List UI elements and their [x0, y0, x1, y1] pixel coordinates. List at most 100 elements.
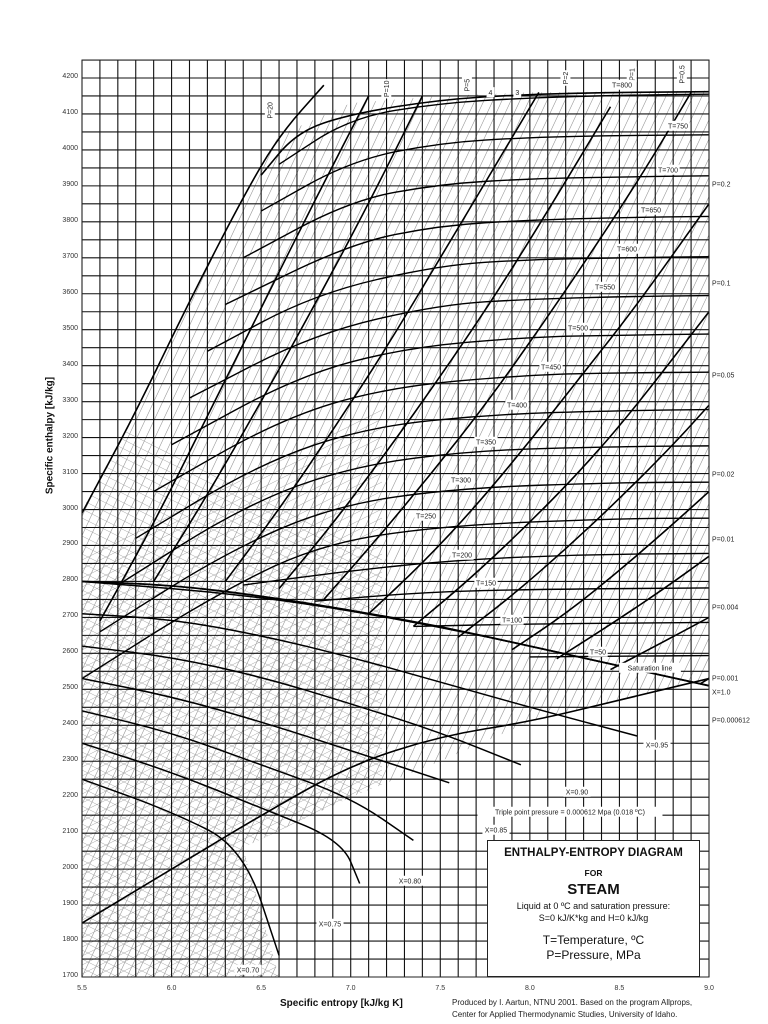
- svg-text:T=350: T=350: [476, 439, 496, 446]
- isobar-P=2: [224, 91, 540, 582]
- temperature-label: T=700: [656, 164, 680, 175]
- property-curves: [82, 84, 709, 956]
- credit-line2: Center for Applied Thermodynamic Studies…: [452, 1010, 678, 1019]
- x-tick-label: 8.0: [524, 985, 535, 992]
- pressure-label-right: P=0.1: [712, 280, 731, 287]
- quality-label: X=0.90: [563, 786, 591, 797]
- y-tick-label: 3100: [62, 468, 78, 476]
- pressure-label: P=2: [560, 70, 571, 86]
- temperature-label: T=250: [414, 510, 438, 521]
- y-tick-label: 3700: [62, 252, 78, 260]
- hatch-line: [0, 60, 35, 977]
- svg-text:Triple point pressure = 0.0006: Triple point pressure = 0.000612 Mpa (0.…: [495, 809, 645, 816]
- temperature-label: T=550: [593, 281, 617, 292]
- hatch-line: [82, 60, 315, 556]
- isotherm-T=350: [117, 445, 709, 586]
- svg-text:P=20: P=20: [268, 102, 275, 119]
- x-tick-label: 6.5: [256, 985, 267, 992]
- y-tick-label: 3000: [62, 504, 78, 512]
- hatch-line: [82, 60, 342, 614]
- isotherm-T=500: [171, 333, 709, 446]
- isobar-P=0.004: [610, 616, 709, 671]
- svg-text:P=0.1: P=0.1: [712, 280, 731, 287]
- hatch-line: [198, 60, 630, 977]
- pressure-label-right: P=0.004: [712, 604, 738, 611]
- unshaded-region: [82, 60, 709, 510]
- hatch-line-wet: [82, 895, 245, 977]
- temperature-label: T=600: [615, 243, 639, 254]
- svg-text:P=0.001: P=0.001: [712, 675, 738, 682]
- temperature-label: T=450: [539, 361, 563, 372]
- svg-text:P=1: P=1: [629, 68, 636, 81]
- x-tick-label: 9.0: [704, 985, 714, 992]
- isotherm-T=600: [207, 256, 709, 352]
- pressure-label-right: X=1.0: [712, 689, 731, 696]
- svg-text:T=200: T=200: [452, 552, 472, 559]
- pressure-label: 4: [486, 87, 495, 98]
- isotherm-T=150: [314, 587, 709, 602]
- hatch-line-wet: [82, 580, 383, 732]
- quality-label: X=0.80: [396, 875, 424, 886]
- temperature-label: T=800: [610, 79, 634, 90]
- y-tick-label: 1900: [62, 900, 78, 908]
- quality-label: X=0.85: [482, 824, 510, 835]
- reference-state-line1: Liquid at 0 ºC and saturation pressure:: [516, 901, 671, 911]
- quality-label: X=0.75: [316, 918, 344, 929]
- temperature-label: T=350: [474, 436, 498, 447]
- reference-state-line2: S=0 kJ/K*kg and H=0 kJ/kg: [538, 913, 649, 923]
- hatch-line-wet: [82, 454, 383, 606]
- x-axis-label: Specific entropy [kJ/kg K]: [280, 998, 403, 1009]
- x-tick-label: 8.5: [614, 985, 625, 992]
- hatch-line: [721, 60, 768, 977]
- svg-text:T=450: T=450: [541, 364, 561, 371]
- hatch-line: [82, 60, 360, 652]
- pressure-label-right: P=0.05: [712, 372, 734, 379]
- hatch-line-wet: [82, 490, 383, 642]
- isobar-P=0.1: [412, 311, 709, 628]
- pressure-label: P=1: [626, 66, 637, 83]
- temperature-label: T=50: [588, 646, 608, 657]
- hatch-line-wet: [82, 607, 383, 759]
- isotherm-T=400: [135, 408, 709, 539]
- y-tick-label: 1800: [62, 936, 78, 944]
- isotherm-T=450: [153, 371, 709, 493]
- quality-line-X=0.90: [82, 645, 522, 766]
- svg-text:X=0.75: X=0.75: [319, 921, 341, 928]
- svg-text:P=0.2: P=0.2: [712, 181, 731, 188]
- isotherm-T=200: [243, 552, 709, 586]
- svg-text:T=600: T=600: [617, 246, 637, 253]
- hatch-line-wet: [82, 616, 383, 768]
- quality-label: X=0.70: [234, 964, 262, 975]
- svg-text:T=550: T=550: [595, 284, 615, 291]
- hatch-line-wet: [82, 877, 281, 977]
- triple-point-label: Triple point pressure = 0.000612 Mpa (0.…: [477, 806, 663, 817]
- hatch-line: [82, 60, 324, 575]
- x-tick-label: 6.0: [166, 985, 177, 992]
- isobar-P=20: [82, 84, 325, 514]
- y-tick-label: 2900: [62, 540, 78, 548]
- pressure-label-right: P=0.000612: [712, 717, 750, 724]
- isobar-P=1: [278, 106, 612, 590]
- svg-text:X=0.90: X=0.90: [566, 789, 588, 796]
- y-tick-label: 4200: [62, 73, 78, 80]
- y-tick-label: 4000: [62, 144, 78, 152]
- hatch-line: [82, 60, 432, 805]
- diagram-title: ENTHALPY-ENTROPY DIAGRAM: [504, 847, 683, 859]
- hatch-line-wet: [82, 571, 383, 723]
- y-tick-label: 2700: [62, 612, 78, 620]
- hatch-line: [739, 60, 768, 977]
- hatch-line-wet: [82, 652, 383, 804]
- svg-text:P=0.5: P=0.5: [680, 65, 687, 84]
- svg-text:P=0.02: P=0.02: [712, 471, 734, 478]
- hatch-line-wet: [82, 913, 209, 977]
- svg-text:4: 4: [488, 90, 492, 97]
- y-tick-label: 3200: [62, 432, 78, 440]
- y-tick-label: 3800: [62, 216, 78, 224]
- y-tick-label: 2800: [62, 576, 78, 584]
- hatch-line: [162, 60, 594, 977]
- hatch-line-wet: [82, 931, 173, 977]
- pressure-label-right: P=0.001: [712, 675, 738, 682]
- isobar-P=0.01: [556, 555, 709, 660]
- pressure-label: P=5: [461, 77, 472, 93]
- isobar-P=0.2: [368, 203, 709, 615]
